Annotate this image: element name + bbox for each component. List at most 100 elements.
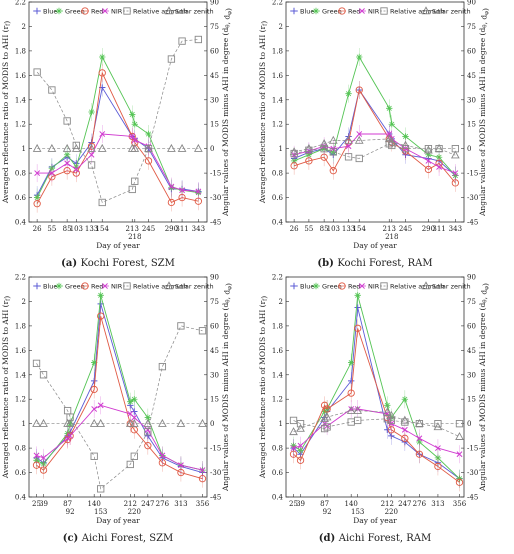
y2-tick-label: -30 bbox=[210, 469, 221, 477]
legend-marker bbox=[421, 6, 431, 15]
y-tick-label: 2.2 bbox=[15, 0, 26, 7]
x-tick-label: 85 bbox=[320, 225, 329, 233]
series-line bbox=[293, 410, 460, 438]
y-tick-label: 1.4 bbox=[272, 371, 284, 379]
data-point bbox=[323, 423, 331, 431]
x-tick-label: 276 bbox=[156, 500, 170, 508]
y2-tick-label: -45 bbox=[210, 219, 221, 227]
y2-tick-label: 75 bbox=[210, 23, 219, 31]
data-point bbox=[199, 467, 206, 474]
y2-tick-label: 90 bbox=[210, 0, 219, 7]
x-tick-label: 140 bbox=[87, 500, 100, 508]
legend-label: Solar zenith bbox=[432, 7, 471, 15]
series-red bbox=[290, 81, 460, 192]
x-tick-label: 153 bbox=[94, 508, 107, 516]
legend-marker bbox=[102, 8, 108, 14]
legend-marker bbox=[312, 7, 320, 15]
y2-tick-label: 30 bbox=[210, 96, 219, 104]
data-point bbox=[39, 418, 48, 427]
data-point bbox=[39, 466, 48, 474]
data-point bbox=[129, 418, 139, 427]
panel-caption: (a) Kochi Forest, SZM bbox=[61, 258, 175, 269]
legend-label: Green bbox=[65, 282, 85, 290]
data-point bbox=[39, 371, 48, 379]
legend-marker bbox=[33, 7, 41, 15]
data-point bbox=[328, 135, 338, 144]
data-point bbox=[354, 292, 361, 299]
x-tick-label: 311 bbox=[432, 225, 445, 233]
data-point bbox=[455, 420, 464, 428]
y2-tick-label: 30 bbox=[467, 96, 476, 104]
series-solar-zenith bbox=[289, 405, 464, 440]
data-point bbox=[289, 427, 298, 436]
data-point bbox=[456, 451, 463, 458]
series-nir bbox=[33, 396, 206, 480]
y-tick-label: 1.6 bbox=[272, 347, 284, 355]
series-green bbox=[33, 48, 202, 207]
y2-tick-label: -45 bbox=[467, 219, 478, 227]
data-point bbox=[131, 177, 139, 185]
legend-label: Relative azimuth bbox=[390, 7, 445, 15]
data-point bbox=[145, 130, 152, 138]
data-point bbox=[401, 396, 409, 403]
series-line bbox=[36, 86, 199, 196]
series-line bbox=[293, 88, 456, 184]
y2-tick-label: 75 bbox=[467, 23, 476, 31]
x-tick-label: 103 bbox=[327, 225, 340, 233]
y-tick-label: 1.8 bbox=[272, 322, 283, 330]
data-point bbox=[198, 418, 207, 427]
data-point bbox=[99, 131, 106, 137]
data-point bbox=[48, 170, 55, 177]
legend-marker bbox=[81, 7, 89, 15]
data-point bbox=[322, 412, 332, 421]
data-point bbox=[354, 416, 362, 425]
data-point bbox=[40, 454, 47, 461]
x-tick-label: 85 bbox=[63, 225, 72, 233]
data-point bbox=[319, 139, 329, 148]
data-point bbox=[347, 377, 355, 385]
data-point bbox=[386, 131, 393, 137]
data-point bbox=[178, 37, 186, 45]
data-point bbox=[144, 426, 151, 433]
y2-tick-label: 60 bbox=[467, 322, 476, 330]
data-point bbox=[144, 414, 152, 421]
x-tick-label: 313 bbox=[431, 500, 444, 508]
legend-label: Relative azimuth bbox=[390, 282, 445, 290]
legend-label: NIR bbox=[368, 7, 380, 15]
legend-marker bbox=[123, 282, 131, 290]
series-line bbox=[36, 71, 199, 204]
data-point bbox=[425, 157, 432, 164]
legend-marker bbox=[312, 282, 320, 290]
data-point bbox=[402, 133, 409, 140]
data-point bbox=[353, 405, 363, 414]
data-point bbox=[400, 415, 410, 424]
x-tick-label: 154 bbox=[96, 225, 110, 233]
y2-tick-label: 60 bbox=[467, 47, 476, 55]
data-point bbox=[424, 145, 433, 153]
series-line bbox=[293, 55, 456, 176]
y-tick-label: 2 bbox=[279, 23, 283, 31]
x-tick-label: 55 bbox=[47, 225, 56, 233]
data-point bbox=[347, 389, 355, 397]
y-axis-label: Averaged reflectance ratio of MODIS to A… bbox=[258, 21, 269, 204]
x-tick-label: 356 bbox=[453, 500, 467, 508]
y2-tick-label: 30 bbox=[210, 371, 219, 379]
x-tick-label: 218 bbox=[128, 233, 141, 241]
x-tick-label: 247 bbox=[141, 500, 154, 508]
y2-tick-label: -15 bbox=[467, 170, 478, 178]
data-point bbox=[433, 422, 443, 431]
legend-marker bbox=[102, 283, 108, 289]
y-tick-label: 1.8 bbox=[15, 47, 26, 55]
series-line bbox=[36, 404, 203, 471]
data-point bbox=[296, 423, 305, 432]
data-point bbox=[167, 198, 176, 207]
y-tick-label: 1 bbox=[22, 420, 26, 428]
data-point bbox=[130, 452, 138, 460]
data-point bbox=[195, 188, 202, 195]
data-point bbox=[65, 418, 75, 427]
data-point bbox=[97, 143, 107, 152]
y2-tick-label: 30 bbox=[467, 371, 476, 379]
data-point bbox=[194, 35, 203, 44]
data-point bbox=[48, 86, 56, 94]
